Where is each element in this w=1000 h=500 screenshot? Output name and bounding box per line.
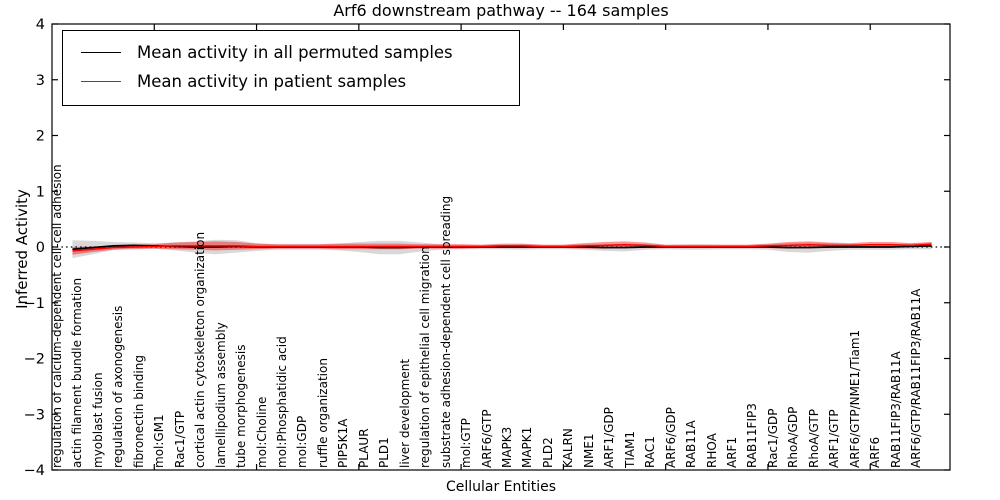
legend-item-permuted: Mean activity in all permuted samples bbox=[75, 38, 507, 67]
x-axis-label: Cellular Entities bbox=[445, 479, 557, 495]
x-tick-label: Rac1/GDP bbox=[765, 408, 780, 468]
y-tick-label: −2 bbox=[24, 352, 45, 368]
x-tick-label: NME1 bbox=[581, 433, 596, 468]
legend-line-patient-icon bbox=[81, 81, 121, 82]
x-tick-label: PIP5K1A bbox=[336, 418, 351, 468]
x-tick-label: mol:Choline bbox=[254, 396, 269, 468]
legend: Mean activity in all permuted samples Me… bbox=[62, 30, 520, 106]
x-tick-label: myoblast fusion bbox=[90, 372, 105, 468]
y-tick-label: −3 bbox=[24, 407, 45, 423]
y-tick-label: 3 bbox=[36, 73, 45, 89]
x-tick-label: Rac1/GTP bbox=[172, 410, 187, 468]
x-tick-label: mol:GTP bbox=[459, 418, 474, 468]
x-tick-label: lamellipodium assembly bbox=[213, 322, 228, 468]
x-tick-label: TIAM1 bbox=[622, 430, 637, 468]
x-tick-label: ARF6/GTP/NME1/Tiam1 bbox=[847, 329, 862, 468]
x-tick-label: mol:Phosphatidic acid bbox=[274, 336, 289, 468]
x-tick-label: regulation of axonogenesis bbox=[111, 305, 126, 468]
x-tick-label: liver development bbox=[397, 358, 412, 468]
x-tick-label: mol:GM1 bbox=[152, 414, 167, 468]
legend-line-permuted-icon bbox=[81, 52, 121, 53]
x-tick-label: RhoA/GDP bbox=[786, 406, 801, 468]
x-tick-label: tube morphogenesis bbox=[234, 344, 249, 468]
y-tick-label: 0 bbox=[36, 240, 45, 256]
y-tick-label: 4 bbox=[36, 17, 45, 33]
x-tick-label: RAB11FIP3 bbox=[745, 403, 760, 468]
x-tick-label: cortical actin cytoskeleton organization bbox=[193, 231, 208, 468]
legend-label-patient: Mean activity in patient samples bbox=[137, 72, 407, 91]
x-tick-label: MAPK1 bbox=[520, 426, 535, 468]
x-tick-label: PLD2 bbox=[540, 437, 555, 468]
x-tick-label: ARF6/GTP bbox=[479, 409, 494, 468]
x-tick-label: ARF1/GTP bbox=[827, 409, 842, 468]
y-axis-label: Inferred Activity bbox=[13, 189, 31, 309]
x-tick-label: ruffle organization bbox=[315, 358, 330, 468]
x-tick-label: RAC1 bbox=[643, 436, 658, 468]
y-tick-label: −4 bbox=[24, 463, 45, 479]
x-tick-label: mol:GDP bbox=[295, 415, 310, 468]
legend-item-patient: Mean activity in patient samples bbox=[75, 67, 507, 96]
x-tick-label: RhoA/GTP bbox=[806, 409, 821, 468]
x-tick-label: ARF6 bbox=[868, 436, 883, 468]
legend-label-permuted: Mean activity in all permuted samples bbox=[137, 43, 453, 62]
y-tick-label: 2 bbox=[36, 129, 45, 145]
x-tick-label: RAB11A bbox=[684, 420, 699, 468]
x-tick-label: PLAUR bbox=[356, 428, 371, 468]
x-tick-label: ARF1 bbox=[724, 436, 739, 468]
y-tick-label: 1 bbox=[36, 184, 45, 200]
x-tick-label: PLD1 bbox=[377, 437, 392, 468]
x-tick-label: RAB11FIP3/RAB11A bbox=[888, 351, 903, 468]
y-tick-label: −1 bbox=[24, 296, 45, 312]
x-tick-label: ARF1/GDP bbox=[602, 407, 617, 468]
x-tick-label: ARF6/GTP/RAB11FIP3/RAB11A bbox=[909, 288, 924, 468]
x-tick-label: MAPK3 bbox=[499, 426, 514, 468]
x-tick-label: substrate adhesion-dependent cell spread… bbox=[438, 195, 453, 468]
x-tick-label: actin filament bundle formation bbox=[70, 277, 85, 468]
x-tick-label: KALRN bbox=[561, 428, 576, 468]
x-tick-label: ARF6/GDP bbox=[663, 407, 678, 468]
x-tick-label: regulation of calcium-dependent cell-cel… bbox=[49, 164, 64, 468]
x-tick-label: fibronectin binding bbox=[131, 355, 146, 468]
chart-title: Arf6 downstream pathway -- 164 samples bbox=[333, 1, 669, 20]
x-tick-label: RHOA bbox=[704, 433, 719, 468]
x-tick-label: regulation of epithelial cell migration bbox=[418, 246, 433, 468]
